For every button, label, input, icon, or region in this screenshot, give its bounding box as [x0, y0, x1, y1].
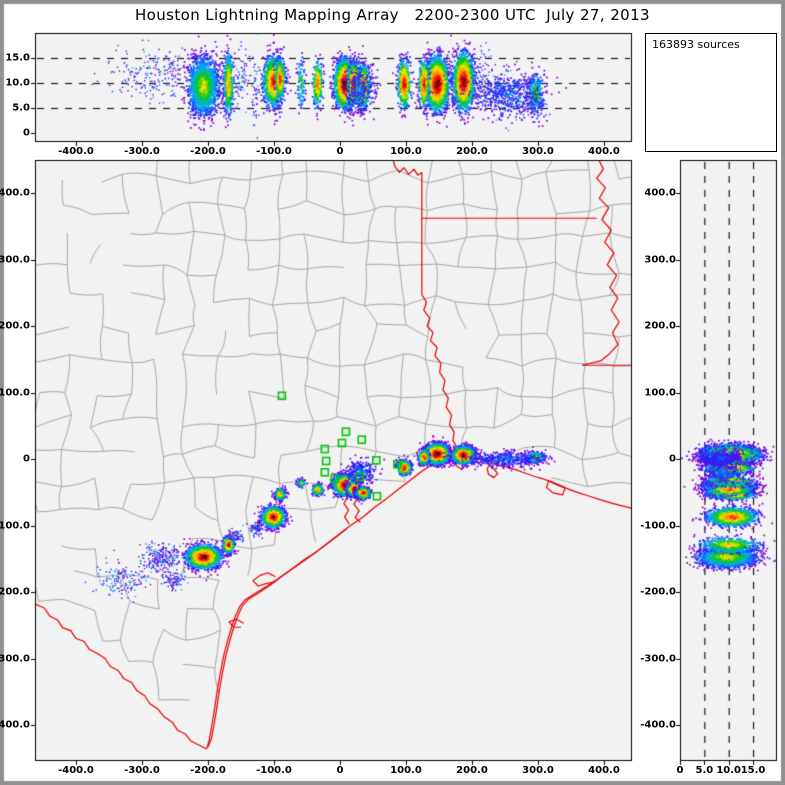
- sources-info-box: 163893 sources: [645, 33, 777, 152]
- source-count-label: 163893 sources: [652, 38, 740, 51]
